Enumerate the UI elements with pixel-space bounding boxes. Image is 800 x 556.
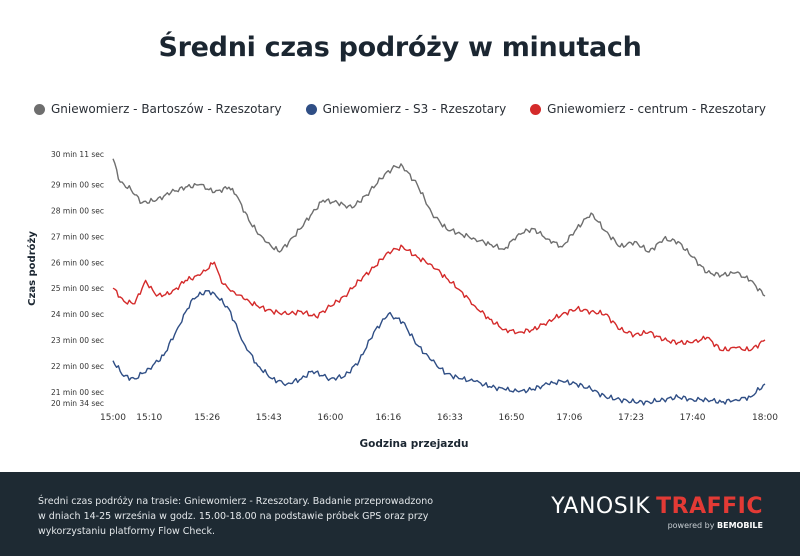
- x-tick-label: 17:06: [556, 413, 582, 423]
- legend-item-series2: Gniewomierz - S3 - Rzeszotary: [305, 99, 507, 119]
- x-tick-label: 17:23: [618, 413, 644, 423]
- legend-item-series1: Gniewomierz - Bartoszów - Rzeszotary: [33, 99, 282, 119]
- series-line-3: [112, 244, 766, 352]
- x-tick-label: 16:16: [375, 413, 401, 423]
- footer-line: Średni czas podróży na trasie: Gniewomie…: [38, 496, 434, 507]
- footer-line: wykorzystaniu platformy Flow Check.: [38, 526, 216, 537]
- y-tick-label: 30 min 11 sec: [51, 150, 104, 159]
- x-tick-label: 15:00: [100, 413, 126, 423]
- x-tick-label: 18:00: [752, 413, 778, 423]
- powered-by-brand: BEMOBILE: [717, 521, 763, 530]
- legend-marker-series2: [305, 103, 317, 115]
- x-tick-label: 15:10: [136, 413, 162, 423]
- legend-marker-series3: [530, 103, 542, 115]
- brand-name: YANOSIK TRAFFIC: [551, 494, 763, 519]
- y-tick-label: 23 min 00 sec: [51, 336, 104, 345]
- y-tick-label: 26 min 00 sec: [51, 258, 104, 267]
- x-tick-label: 16:33: [437, 413, 463, 423]
- legend-label-series3: Gniewomierz - centrum - Rzeszotary: [547, 102, 767, 116]
- brand-name-part1: YANOSIK: [551, 494, 651, 519]
- y-tick-label: 27 min 00 sec: [51, 232, 104, 241]
- x-tick-label: 16:50: [498, 413, 524, 423]
- footer-line: w dniach 14-25 września w godz. 15.00-18…: [38, 511, 429, 522]
- legend: Gniewomierz - Bartoszów - Rzeszotary Gni…: [0, 99, 800, 119]
- line-chart: 30 min 11 sec 29 min 00 sec 28 min 00 sec 2…: [26, 150, 778, 450]
- x-axis-title: Godzina przejazdu: [360, 438, 469, 450]
- legend-label-series2: Gniewomierz - S3 - Rzeszotary: [322, 102, 507, 116]
- brand-powered-by: powered by BEMOBILE: [551, 521, 763, 530]
- x-tick-label: 15:43: [256, 413, 282, 423]
- footer-description: Średni czas podróży na trasie: Gniewomie…: [38, 494, 458, 539]
- y-tick-label: 22 min 00 sec: [51, 362, 104, 371]
- y-tick-label: 29 min 00 sec: [51, 181, 104, 190]
- y-tick-label: 25 min 00 sec: [51, 284, 104, 293]
- legend-item-series3: Gniewomierz - centrum - Rzeszotary: [530, 99, 766, 119]
- y-tick-label: 24 min 00 sec: [51, 310, 104, 319]
- x-tick-label: 16:00: [317, 413, 343, 423]
- series-line-1: [112, 158, 766, 297]
- y-tick-label: 20 min 34 sec: [51, 399, 104, 408]
- footer: Średni czas podróży na trasie: Gniewomie…: [0, 472, 800, 556]
- series-line-2: [112, 290, 766, 406]
- brand-name-part2: TRAFFIC: [656, 494, 763, 519]
- y-tick-label: 21 min 00 sec: [51, 388, 104, 397]
- x-tick-label: 17:40: [680, 413, 706, 423]
- x-tick-label: 15:26: [194, 413, 220, 423]
- y-tick-label: 28 min 00 sec: [51, 207, 104, 216]
- chart-title: Średni czas podróży w minutach: [158, 32, 642, 63]
- powered-by-text: powered by: [667, 521, 715, 530]
- legend-marker-series1: [33, 103, 45, 115]
- y-axis-title: Czas podróży: [26, 231, 38, 306]
- brand-logo: YANOSIK TRAFFIC powered by BEMOBILE: [551, 494, 763, 530]
- legend-label-series1: Gniewomierz - Bartoszów - Rzeszotary: [50, 102, 282, 116]
